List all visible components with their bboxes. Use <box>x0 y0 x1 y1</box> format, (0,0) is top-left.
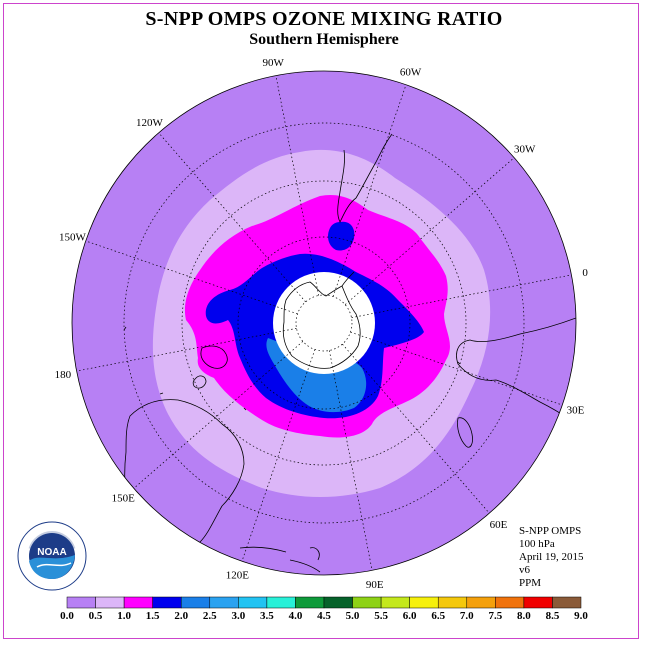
meridian-line <box>328 350 373 571</box>
frame-border <box>3 3 639 639</box>
colorbar-box <box>352 596 382 609</box>
map-outline <box>71 70 577 576</box>
longitude-label: 120W <box>136 117 164 129</box>
colorbar-boxes <box>66 596 582 609</box>
south-america-coastline <box>337 133 393 223</box>
colorbar-tick-label: 8.0 <box>517 610 531 622</box>
small-islands <box>123 326 461 411</box>
colorbar-box <box>266 596 296 609</box>
colorbar-tick-label: 2.5 <box>203 610 217 622</box>
map-title: S-NPP OMPS OZONE MIXING RATIO <box>145 8 503 30</box>
colorbar-box <box>523 596 553 609</box>
meridian-line <box>351 274 572 319</box>
longitude-label: 0 <box>582 267 588 279</box>
meridian-line <box>344 157 515 305</box>
antarctica-coastline <box>282 271 361 369</box>
colorbar-tick-label: 3.5 <box>260 610 274 622</box>
meridian-line <box>158 132 306 303</box>
colorbar-tick-label: 0.5 <box>89 610 103 622</box>
longitude-label: 90W <box>263 57 285 69</box>
colorbar-box <box>209 596 239 609</box>
colorbar-box <box>380 596 410 609</box>
longitude-label: 60E <box>490 519 508 531</box>
colorbar-box <box>437 596 468 609</box>
colorbar-box <box>323 596 353 609</box>
meridian-line <box>76 327 297 372</box>
colorbar-tick-label: 4.0 <box>289 610 303 622</box>
colorbar-tick-label: 1.5 <box>146 610 160 622</box>
colorbar-tick-label: 5.0 <box>346 610 360 622</box>
meridian-line <box>275 75 320 296</box>
colorbar-tick-label: 6.0 <box>403 610 417 622</box>
graticule <box>123 122 525 524</box>
longitude-label: 30W <box>514 143 536 155</box>
info-block: S-NPP OMPS 100 hPa April 19, 2015 v6 PPM <box>519 525 583 590</box>
info-units: PPM <box>519 577 542 589</box>
new-zealand-coastline <box>192 345 228 389</box>
longitude-label: 60W <box>400 66 422 78</box>
meridian-line <box>350 331 563 406</box>
colorbar-tick-label: 2.0 <box>174 610 188 622</box>
longitude-label: 180 <box>55 369 72 381</box>
info-version: v6 <box>519 564 530 576</box>
colorbar-box <box>123 596 153 609</box>
africa-coastline <box>456 317 576 425</box>
colorbar-ticks: 0.0 0.5 1.0 1.5 2.0 2.5 3.0 3.5 4.0 4.5 5.0 5.5 6.0 6… <box>60 610 588 622</box>
colorbar-box <box>495 596 525 609</box>
map-subtitle: Southern Hemisphere <box>249 31 399 48</box>
colorbar-box <box>295 596 325 609</box>
colorbar-tick-label: 4.5 <box>317 610 331 622</box>
longitude-label: 30E <box>567 405 585 417</box>
colorbar-tick-label: 3.0 <box>231 610 245 622</box>
colorbar-box <box>552 596 582 609</box>
info-level: 100 hPa <box>519 538 555 550</box>
longitude-label: 120E <box>226 570 250 582</box>
colorbar-tick-label: 8.5 <box>546 610 560 622</box>
colorbar-box <box>409 596 439 609</box>
colorbar-box <box>152 596 182 609</box>
colorbar-box <box>238 596 268 609</box>
meridians <box>76 75 572 571</box>
colorbar-tick-label: 5.5 <box>374 610 388 622</box>
colorbar-box <box>66 596 96 609</box>
colorbar-box <box>95 596 125 609</box>
madagascar-coastline <box>457 417 473 448</box>
contour-1-5-blob <box>328 221 355 251</box>
colorbar-tick-label: 7.5 <box>488 610 502 622</box>
longitude-label: 90E <box>366 579 384 591</box>
meridian-line <box>342 343 490 514</box>
colorbar-tick-label: 1.0 <box>117 610 131 622</box>
meridian-line <box>85 240 298 315</box>
no-data-disk <box>273 272 375 374</box>
colorbar-tick-label: 6.5 <box>431 610 445 622</box>
meridian-line <box>133 341 304 489</box>
longitude-labels: 90W 60W 30W 0 30E 60E 90E 120E 150E 180 150W 120W <box>55 57 589 591</box>
colorbar-tick-label: 7.0 <box>460 610 474 622</box>
info-instrument: S-NPP OMPS <box>519 525 582 537</box>
meridian-line <box>241 349 316 562</box>
colorbar-box <box>466 596 496 609</box>
colorbar-tick-label: 0.0 <box>60 610 74 622</box>
longitude-label: 150E <box>112 493 136 505</box>
colorbar-tick-label: 9.0 <box>574 610 588 622</box>
noaa-logo-text: NOAA <box>37 547 66 558</box>
colorbar-box <box>180 596 211 609</box>
meridian-line <box>332 84 407 297</box>
info-date: April 19, 2015 <box>519 551 584 563</box>
noaa-logo: NOAA <box>17 521 87 591</box>
longitude-label: 150W <box>59 231 87 243</box>
